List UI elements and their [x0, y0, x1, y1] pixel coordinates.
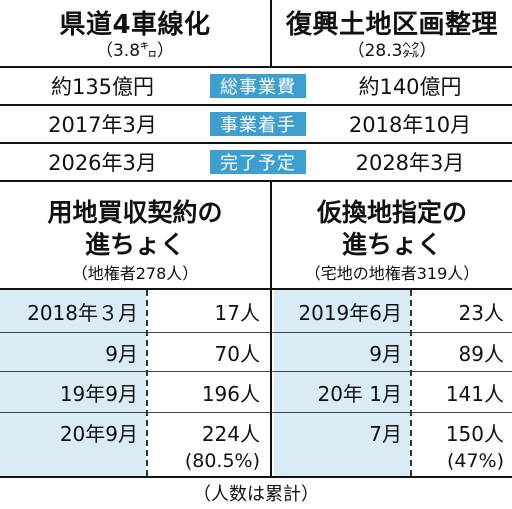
left-value: 約135億円 — [50, 75, 155, 99]
left-progress-title-1: 用地買収契約の — [47, 198, 223, 227]
right-value: 2018年10月 — [348, 113, 472, 137]
right-progress-row: 20年 1月 141人 — [272, 372, 512, 412]
row-value: 89人 — [458, 341, 504, 366]
row-value: 70人 — [214, 341, 260, 366]
row-note: (80.5%) — [184, 450, 260, 472]
row-value: 224人 — [201, 421, 260, 446]
compare-row-start: 2017年3月 事業着手 2018年10月 — [0, 106, 512, 142]
row-date: 19年9月 — [59, 381, 138, 406]
row-date: 9月 — [105, 341, 138, 366]
right-title: 復興土地区画整理 — [285, 9, 498, 40]
row-date: 9月 — [369, 341, 402, 366]
compare-row-completion: 2026年3月 完了予定 2028年3月 — [0, 144, 512, 180]
right-progress-title-1: 仮換地指定の — [316, 198, 467, 227]
right-progress-row: 2019年6月 23人 — [272, 290, 512, 332]
label-badge: 完了予定 — [210, 150, 306, 174]
row-note: (47%) — [446, 450, 504, 472]
label-badge: 事業着手 — [210, 112, 306, 136]
left-progress-row: 19年9月 196人 — [0, 372, 270, 412]
right-progress-title-2: 進ちょく — [341, 230, 442, 259]
row-date: 20年 1月 — [317, 381, 402, 406]
compare-row-total-cost: 約135億円 総事業費 約140億円 — [0, 68, 512, 104]
right-subtitle: （28.3㌶） — [347, 40, 437, 61]
row-value: 23人 — [458, 300, 504, 325]
right-progress-row: 9月 89人 — [272, 333, 512, 371]
left-title: 県道4車線化 — [59, 9, 211, 40]
left-value: 2017年3月 — [48, 113, 157, 137]
row-value: 17人 — [214, 300, 260, 325]
left-progress-title-2: 進ちょく — [84, 230, 185, 259]
row-date: 7月 — [369, 421, 402, 446]
right-progress-row: 7月 150人 (47%) — [272, 413, 512, 476]
right-value: 約140億円 — [358, 75, 462, 99]
left-progress-row: 20年9月 224人 (80.5%) — [0, 413, 270, 476]
left-progress-subtitle: （地権者278人） — [71, 264, 199, 283]
right-progress-subtitle: （宅地の地権者319人） — [304, 264, 480, 283]
row-value: 196人 — [201, 381, 260, 406]
right-value: 2028年3月 — [355, 151, 465, 175]
left-progress-row: 9月 70人 — [0, 333, 270, 371]
left-progress-row: 2018年３月 17人 — [0, 290, 270, 332]
row-date: 2019年6月 — [298, 300, 402, 325]
row-value: 150人 — [445, 421, 504, 446]
row-value: 141人 — [445, 381, 504, 406]
left-subtitle: （3.8㌔） — [95, 40, 175, 61]
row-date: 2018年３月 — [27, 300, 138, 325]
footer-note: （人数は累計） — [193, 484, 319, 505]
left-value: 2026年3月 — [48, 151, 157, 175]
row-date: 20年9月 — [59, 421, 138, 446]
label-badge: 総事業費 — [210, 74, 306, 98]
